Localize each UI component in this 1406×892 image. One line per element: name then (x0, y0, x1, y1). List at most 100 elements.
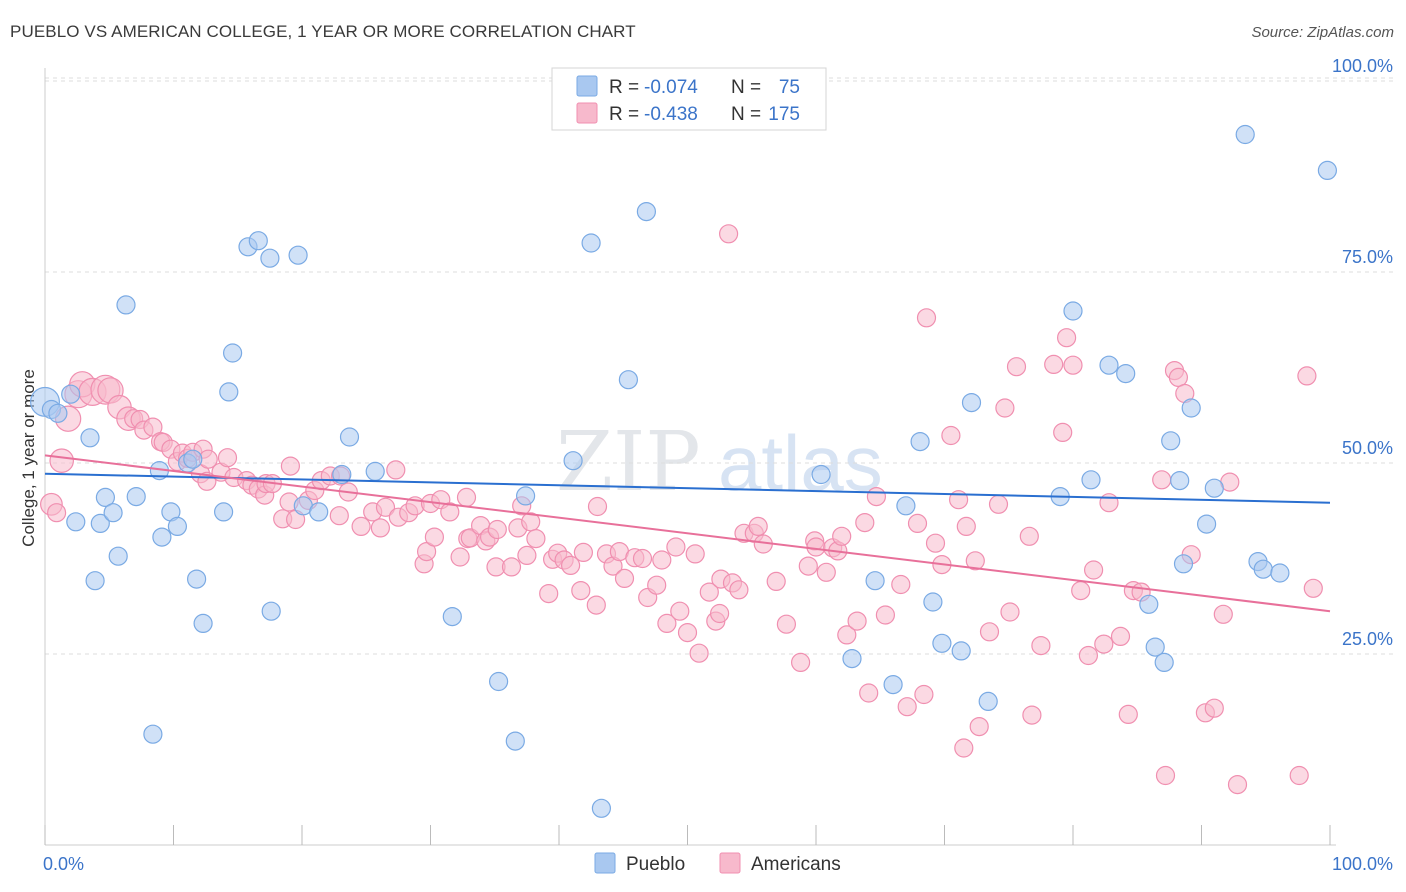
americans-point (1000, 602, 1020, 622)
americans-point (49, 448, 74, 473)
pueblo-r-label: R = (609, 77, 639, 98)
pueblo-point (442, 606, 462, 627)
pueblo-point (365, 461, 385, 481)
americans-point (689, 643, 709, 663)
americans-point (729, 580, 749, 600)
americans-point (375, 497, 396, 517)
americans-point (1094, 634, 1114, 654)
pueblo-point (126, 487, 146, 507)
americans-point (798, 556, 818, 576)
americans-point (571, 580, 591, 601)
pueblo-point (961, 393, 982, 413)
americans-point (914, 684, 934, 705)
pueblo-point (636, 202, 657, 222)
americans-point (1063, 355, 1083, 375)
americans-point (1110, 626, 1131, 647)
americans-point (965, 551, 985, 571)
americans-point (941, 425, 961, 446)
americans-point (217, 448, 238, 468)
y-tick-label: 50.0% (1342, 438, 1393, 458)
pueblo-point (1181, 398, 1201, 418)
americans-point (875, 605, 896, 625)
pueblo-point (193, 613, 213, 634)
americans-point (859, 683, 879, 703)
pueblo-point (85, 571, 105, 591)
americans-point (866, 487, 887, 507)
legend-pueblo-swatch (594, 852, 616, 874)
pueblo-point (260, 248, 280, 268)
americans-point (766, 571, 786, 592)
americans-point (954, 738, 974, 758)
y-tick-labels: 25.0% 50.0% 75.0% 100.0% (1332, 56, 1393, 649)
pueblo-point (923, 592, 943, 612)
americans-point (1022, 705, 1042, 725)
americans-point (709, 603, 730, 624)
pueblo-point (1145, 637, 1165, 657)
legend-americans-label: Americans (751, 854, 841, 875)
americans-point (855, 512, 875, 533)
legend-americans-swatch (719, 852, 741, 874)
americans-point (969, 716, 989, 737)
pueblo-point (103, 503, 123, 523)
americans-point (1289, 765, 1309, 786)
pueblo-point (1081, 470, 1101, 490)
pueblo-point (591, 798, 612, 818)
y-axis-label: College, 1 year or more (19, 369, 38, 547)
americans-point (995, 398, 1015, 418)
pueblo-point (1116, 364, 1136, 384)
americans-point (748, 516, 768, 537)
pueblo-point (1063, 301, 1083, 321)
source-label: Source: ZipAtlas.com (1251, 24, 1394, 41)
americans-point (351, 516, 371, 537)
americans-point (440, 502, 460, 522)
americans-point (916, 308, 937, 328)
americans-point (699, 582, 719, 602)
pueblo-point (219, 382, 239, 402)
y-tick-label: 75.0% (1342, 247, 1393, 267)
americans-point (1227, 774, 1248, 795)
pueblo-point (309, 502, 329, 522)
pueblo-point (332, 464, 352, 485)
americans-point (677, 622, 698, 643)
americans-point (956, 516, 976, 537)
americans-point (370, 518, 390, 538)
americans-point (424, 527, 444, 547)
pueblo-point (932, 633, 952, 653)
americans-point (685, 544, 705, 564)
americans-point (1155, 765, 1176, 786)
americans-point (832, 526, 852, 546)
americans-points (40, 224, 1323, 795)
americans-point (386, 460, 406, 480)
pueblo-point (1173, 554, 1194, 574)
pueblo-point (489, 671, 509, 692)
pueblo-points (30, 124, 1338, 818)
pueblo-point (288, 245, 308, 265)
americans-point (657, 613, 677, 634)
americans-point (1118, 704, 1138, 725)
pueblo-n-label: N = (731, 77, 761, 98)
pueblo-point (581, 233, 601, 253)
americans-point (1168, 367, 1189, 387)
americans-point (450, 547, 470, 567)
americans-point (46, 503, 67, 523)
americans-point (647, 575, 667, 595)
pueblo-point (152, 527, 172, 547)
americans-point (1006, 357, 1027, 377)
americans-point (1019, 526, 1039, 546)
pueblo-point (1154, 652, 1174, 673)
americans-r-label: R = (609, 104, 639, 125)
americans-point (487, 519, 507, 540)
pueblo-r-value: -0.074 (644, 77, 698, 98)
pueblo-point (1099, 355, 1119, 375)
americans-n-value: 175 (768, 104, 800, 125)
pueblo-point (842, 648, 862, 669)
x-ticks (44, 825, 1331, 845)
pueblo-point (90, 513, 110, 534)
pueblo-point (910, 432, 930, 452)
pueblo-point (116, 295, 136, 315)
americans-point (1297, 366, 1317, 386)
stats-legend: R = -0.074 N = 75 R = -0.438 N = 175 (551, 67, 827, 131)
pueblo-point (167, 516, 187, 537)
pueblo-point (339, 427, 360, 447)
